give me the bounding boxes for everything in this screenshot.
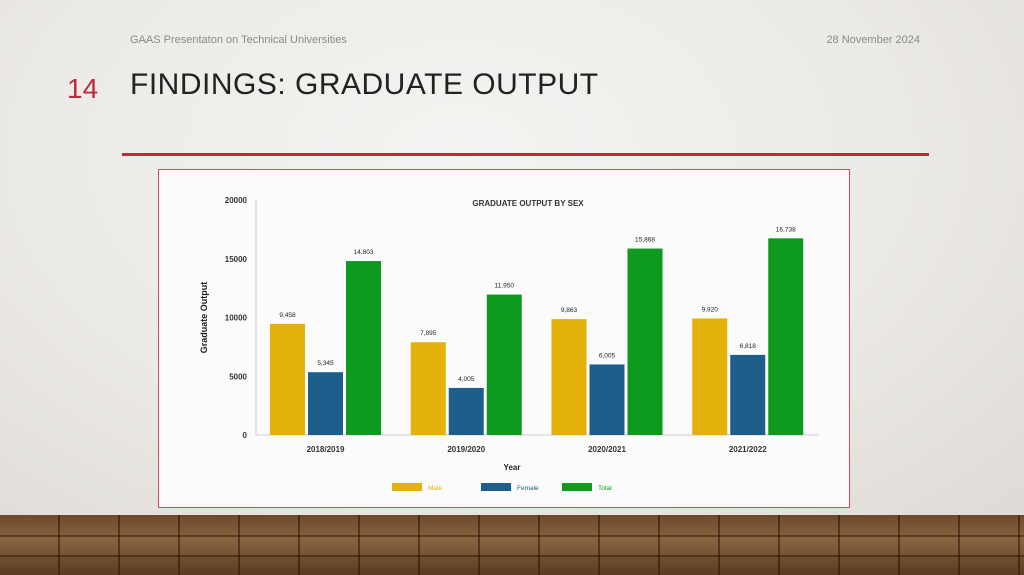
bar-value-label: 11,950 xyxy=(495,283,515,290)
y-tick-label: 10000 xyxy=(225,314,248,323)
y-tick-label: 0 xyxy=(243,431,248,440)
bar-chart: GRADUATE OUTPUT BY SEX 0 5000 10000 15000 200… xyxy=(199,196,819,492)
bar-male xyxy=(692,318,728,435)
legend-swatch-male xyxy=(392,483,422,491)
x-tick-label: 2019/2020 xyxy=(447,445,485,454)
legend-label-total: Total xyxy=(598,485,612,492)
slide-title: FINDINGS: GRADUATE OUTPUT xyxy=(130,68,599,101)
bar-female xyxy=(308,372,343,435)
bar-total xyxy=(486,294,522,435)
slide-number: 14 xyxy=(67,73,99,104)
x-tick-label: 2020/2021 xyxy=(588,445,626,454)
chart-title: GRADUATE OUTPUT BY SEX xyxy=(472,199,584,208)
legend-swatch-total xyxy=(562,483,592,491)
legend-label-male: Male xyxy=(428,485,442,492)
y-tick-label: 15000 xyxy=(225,255,248,264)
bar-male xyxy=(270,323,305,435)
chart-frame: GRADUATE OUTPUT BY SEX 0 5000 10000 15000 200… xyxy=(158,169,850,508)
bar-value-label: 7,895 xyxy=(420,330,437,337)
bar-value-label: 5,345 xyxy=(317,360,334,367)
bar-total xyxy=(627,248,663,435)
bar-value-label: 4,005 xyxy=(458,376,475,383)
legend-swatch-female xyxy=(481,483,511,491)
bar-value-label: 6,818 xyxy=(740,343,757,350)
bar-value-label: 16,738 xyxy=(776,226,796,233)
bar-female xyxy=(448,387,484,435)
y-tick-label: 5000 xyxy=(229,372,247,381)
y-axis-label: Graduate Output xyxy=(199,282,209,354)
legend-label-female: Female xyxy=(517,485,539,492)
bar-value-label: 9,863 xyxy=(561,307,578,314)
bar-value-label: 6,005 xyxy=(599,352,616,359)
bar-total xyxy=(346,261,381,435)
bar-value-label: 15,868 xyxy=(635,237,655,244)
presentation-title: GAAS Presentaton on Technical Universiti… xyxy=(130,34,347,46)
bar-value-label: 14,803 xyxy=(354,249,374,256)
bar-male xyxy=(410,342,446,435)
wood-floor-decoration xyxy=(0,515,1024,575)
bar-female xyxy=(589,364,625,435)
x-axis-label: Year xyxy=(504,463,521,472)
bar-total xyxy=(768,238,804,435)
bar-value-label: 9,920 xyxy=(702,306,719,313)
presentation-date: 28 November 2024 xyxy=(826,34,920,46)
bar-female xyxy=(730,354,766,435)
bar-male xyxy=(551,319,587,435)
x-tick-label: 2021/2022 xyxy=(729,445,767,454)
bar-value-label: 9,458 xyxy=(279,312,296,319)
y-tick-label: 20000 xyxy=(225,196,248,205)
title-divider xyxy=(122,153,929,156)
x-tick-label: 2018/2019 xyxy=(307,445,345,454)
